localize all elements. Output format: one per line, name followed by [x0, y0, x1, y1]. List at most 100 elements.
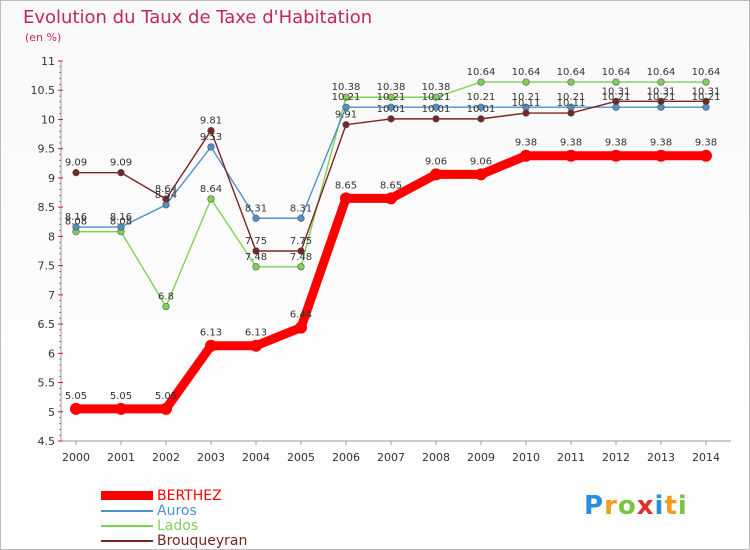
data-point [117, 169, 125, 177]
data-point [297, 263, 305, 271]
data-point [565, 149, 577, 162]
data-point [702, 97, 710, 105]
legend-swatch [101, 539, 153, 542]
x-tick-label: 2002 [152, 451, 180, 464]
x-tick-label: 2001 [107, 451, 135, 464]
x-tick-label: 2005 [287, 451, 315, 464]
chart-title: Evolution du Taux de Taxe d'Habitation [23, 7, 373, 28]
y-tick-label: 6 [48, 347, 55, 360]
y-tick-label: 4.5 [38, 435, 56, 448]
data-point [207, 195, 215, 203]
data-point [70, 402, 82, 415]
data-point [72, 169, 80, 177]
data-label: 6.44 [290, 310, 312, 321]
data-point [475, 168, 487, 181]
data-point [520, 149, 532, 162]
data-label: 10.21 [602, 92, 631, 103]
data-label: 10.31 [602, 86, 631, 97]
y-tick-label: 8 [48, 230, 55, 243]
data-point [522, 78, 530, 86]
data-label: 10.64 [647, 67, 676, 78]
data-label: 10.21 [467, 92, 496, 103]
data-label: 9.38 [695, 138, 717, 149]
data-point [342, 121, 350, 129]
data-label: 10.64 [557, 67, 586, 78]
y-tick-label: 7 [48, 289, 55, 302]
data-point [567, 78, 575, 86]
data-label: 9.09 [65, 158, 87, 169]
data-point [297, 247, 305, 255]
data-label: 8.65 [335, 180, 357, 191]
legend-swatch [101, 491, 153, 500]
data-point [385, 192, 397, 205]
data-point [342, 93, 350, 101]
data-point [655, 149, 667, 162]
logo-letter: r [604, 491, 618, 521]
data-point [340, 192, 352, 205]
legend-item: Auros [101, 503, 247, 519]
data-point [72, 223, 80, 231]
data-label: 10.31 [647, 86, 676, 97]
data-label: 9.38 [650, 138, 672, 149]
data-point [295, 321, 307, 334]
legend-label: Lados [157, 517, 199, 534]
data-label: 10.31 [692, 86, 721, 97]
data-point [477, 103, 485, 111]
data-label: 5.05 [155, 391, 177, 402]
data-label: 8.54 [155, 190, 177, 201]
data-point [207, 143, 215, 151]
data-point [342, 103, 350, 111]
logo-letter: x [636, 491, 655, 521]
data-label: 10.64 [602, 67, 631, 78]
legend-item: BERTHEZ [101, 488, 247, 504]
data-point [432, 115, 440, 123]
data-label: 9.38 [605, 138, 627, 149]
data-point [700, 149, 712, 162]
data-point [387, 115, 395, 123]
data-point [252, 247, 260, 255]
logo-letter: P [584, 491, 605, 521]
x-tick-label: 2013 [647, 451, 675, 464]
data-point [252, 214, 260, 222]
x-tick-label: 2014 [692, 451, 720, 464]
data-label: 8.31 [245, 203, 267, 214]
data-point [657, 78, 665, 86]
data-point [432, 103, 440, 111]
data-label: 8.31 [290, 203, 312, 214]
data-label: 8.08 [65, 217, 87, 228]
data-point [657, 97, 665, 105]
data-label: 10.11 [512, 98, 541, 109]
data-label: 10.38 [377, 82, 406, 93]
logo-letter: i [677, 491, 688, 521]
data-point [115, 402, 127, 415]
legend: BERTHEZ Auros Lados Brouqueyran [101, 488, 248, 549]
data-label: 10.64 [467, 67, 496, 78]
data-label: 10.21 [692, 92, 721, 103]
x-tick-label: 2010 [512, 451, 540, 464]
legend-label: Brouqueyran [157, 532, 248, 549]
data-label: 9.38 [515, 138, 537, 149]
x-tick-label: 2011 [557, 451, 585, 464]
data-label: 7.75 [290, 236, 312, 247]
data-label: 8.64 [155, 184, 177, 195]
data-point [567, 109, 575, 117]
data-point [612, 97, 620, 105]
data-label: 7.75 [245, 236, 267, 247]
chart-subtitle: (en %) [25, 31, 62, 44]
y-tick-label: 5.5 [38, 377, 56, 390]
data-label: 8.64 [200, 184, 222, 195]
data-label: 8.16 [110, 212, 132, 223]
x-tick-label: 2004 [242, 451, 270, 464]
data-point [432, 93, 440, 101]
data-label: 9.06 [425, 156, 447, 167]
data-label: 10.64 [692, 67, 721, 78]
data-point [430, 168, 442, 181]
data-point [162, 195, 170, 203]
legend-item: Lados [101, 517, 247, 534]
data-point [387, 93, 395, 101]
data-label: 9.38 [560, 138, 582, 149]
y-tick-label: 6.5 [38, 318, 56, 331]
y-tick-label: 8.5 [38, 201, 56, 214]
